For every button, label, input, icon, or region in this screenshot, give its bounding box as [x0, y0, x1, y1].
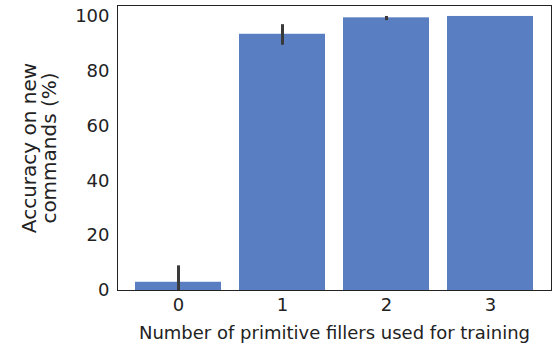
svg-text:0: 0: [173, 294, 184, 315]
svg-text:Number of primitive fillers us: Number of primitive fillers used for tra…: [139, 322, 530, 343]
svg-text:20: 20: [87, 224, 110, 245]
svg-text:2: 2: [381, 294, 392, 315]
svg-text:3: 3: [485, 294, 496, 315]
svg-text:80: 80: [87, 60, 110, 81]
svg-text:40: 40: [87, 170, 110, 191]
svg-text:Accuracy on newcommands (%): Accuracy on newcommands (%): [17, 63, 61, 233]
svg-text:0: 0: [98, 279, 109, 300]
svg-text:100: 100: [75, 5, 109, 26]
svg-text:60: 60: [87, 115, 110, 136]
svg-text:1: 1: [277, 294, 288, 315]
